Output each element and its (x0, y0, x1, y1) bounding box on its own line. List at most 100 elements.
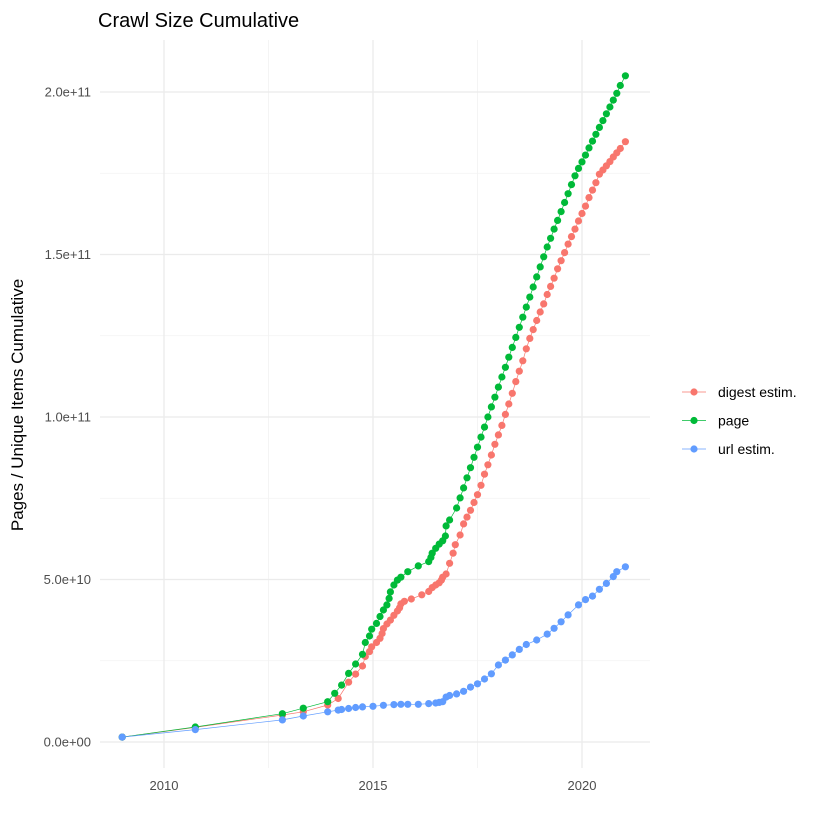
legend-label: page (718, 413, 749, 429)
data-point (358, 703, 367, 711)
legend: digest estim. page url estim. (682, 384, 797, 457)
data-point (449, 549, 457, 557)
data-point (554, 216, 562, 224)
data-point (345, 704, 353, 713)
series-page (118, 72, 630, 741)
data-point (400, 597, 408, 605)
series-digest-estim (118, 138, 630, 741)
x-tick-labels: 2010 2015 2020 (150, 778, 597, 793)
data-point (358, 662, 367, 670)
data-point (466, 464, 475, 472)
data-point (512, 378, 520, 386)
data-point (508, 389, 516, 397)
y-tick-label: 5.0e+10 (44, 572, 91, 587)
data-point (446, 691, 454, 700)
data-point (567, 233, 576, 241)
data-point (515, 323, 523, 331)
data-point (473, 680, 482, 688)
data-point (536, 263, 544, 271)
data-point (533, 273, 541, 281)
data-point (491, 393, 499, 401)
data-point (592, 179, 600, 187)
data-point (533, 636, 541, 644)
data-point (466, 683, 475, 691)
data-point (460, 484, 468, 492)
data-point (515, 645, 523, 654)
data-point (564, 611, 572, 619)
data-point (487, 403, 495, 411)
y-tick-label: 1.5e+11 (45, 247, 91, 262)
data-point (613, 568, 621, 576)
y-tick-label: 2.0e+11 (45, 85, 91, 100)
data-point (470, 498, 478, 507)
data-point (299, 712, 307, 720)
y-axis-label: Pages / Unique Items Cumulative (8, 279, 27, 531)
data-point (338, 681, 346, 689)
data-point (477, 433, 485, 441)
data-point (386, 588, 394, 596)
data-point (501, 363, 509, 371)
data-point (616, 81, 624, 90)
data-point (519, 357, 527, 365)
series-layer (118, 72, 630, 741)
data-point (581, 151, 590, 159)
data-point (606, 103, 614, 111)
data-point (463, 513, 471, 521)
data-point (547, 234, 555, 242)
data-point (352, 670, 360, 678)
data-point (540, 300, 548, 308)
data-point (385, 594, 393, 603)
data-point (397, 700, 405, 708)
series-url-estim (118, 563, 630, 741)
data-point (446, 559, 454, 567)
data-point (567, 181, 576, 189)
data-point (574, 164, 583, 172)
data-point (369, 702, 377, 710)
data-point (383, 601, 391, 609)
data-point (508, 651, 516, 659)
data-point (456, 494, 464, 502)
legend-label: digest estim. (718, 384, 797, 400)
data-point (334, 694, 342, 703)
data-point (338, 705, 346, 714)
data-point (118, 733, 126, 741)
data-point (456, 531, 464, 539)
data-point (324, 698, 332, 706)
data-point (621, 563, 630, 571)
data-point (379, 701, 387, 709)
y-tick-label: 1.0e+11 (45, 410, 91, 425)
data-point (345, 669, 353, 678)
chart-title: Crawl Size Cumulative (98, 10, 299, 32)
data-point (540, 253, 548, 261)
x-tick-label: 2020 (568, 778, 597, 793)
data-point (508, 343, 516, 351)
legend-marker (690, 445, 698, 453)
legend-item: digest estim. (682, 384, 797, 400)
data-point (564, 240, 572, 248)
data-point (536, 308, 544, 316)
data-point (602, 579, 611, 588)
data-point (442, 522, 450, 530)
x-tick-label: 2010 (150, 778, 179, 793)
data-point (484, 461, 492, 469)
data-point (550, 274, 558, 282)
data-point (299, 704, 307, 712)
data-point (484, 413, 492, 421)
data-point (522, 345, 530, 353)
data-point (564, 190, 572, 198)
data-point (505, 353, 513, 361)
data-point (372, 619, 381, 628)
data-point (278, 716, 286, 724)
data-point (460, 687, 468, 695)
data-point (494, 383, 502, 391)
y-tick-label: 0.0e+00 (44, 735, 91, 750)
data-point (425, 700, 433, 708)
data-point (512, 333, 520, 341)
data-point (602, 110, 611, 118)
legend-marker (690, 416, 698, 425)
data-point (404, 568, 412, 576)
data-point (557, 208, 565, 216)
data-point (390, 701, 398, 709)
data-point (501, 656, 509, 664)
